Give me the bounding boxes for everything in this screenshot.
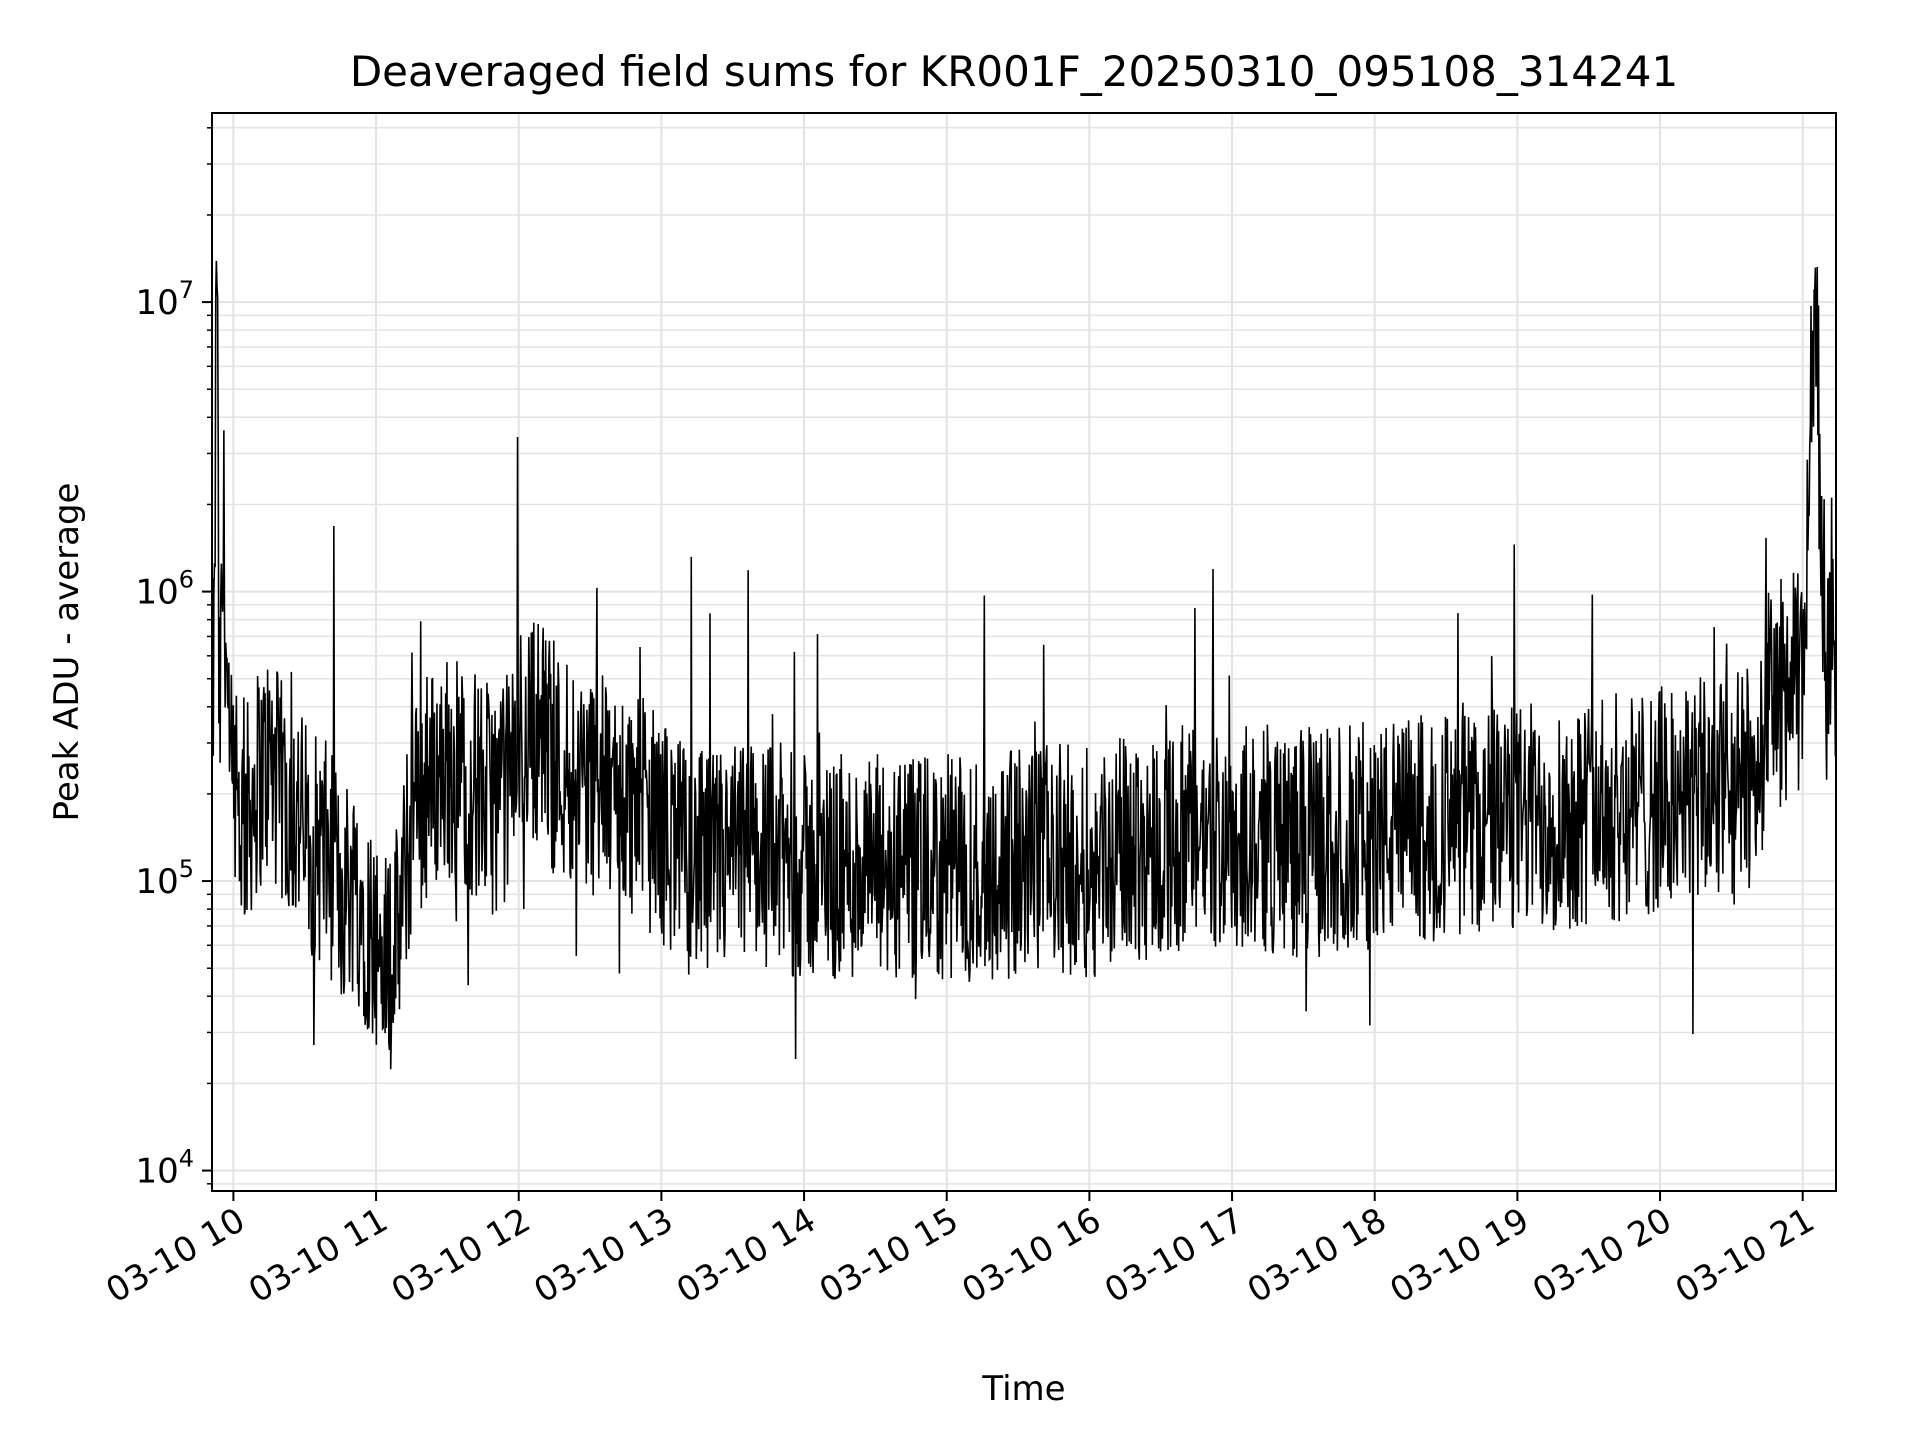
y-tick-label: 105 — [135, 855, 194, 902]
y-axis-label: Peak ADU - average — [47, 483, 87, 822]
y-ticks: 104 105 106 107 — [135, 127, 212, 1192]
x-axis-label: Time — [981, 1369, 1065, 1409]
y-tick-label: 106 — [135, 566, 194, 613]
plot-frame — [211, 112, 1837, 1192]
y-tick-label: 107 — [135, 276, 194, 323]
y-tick-label: 104 — [135, 1145, 194, 1192]
series-group — [211, 260, 1837, 1070]
series-line — [211, 260, 1837, 1070]
chart-title: Deaveraged field sums for KR001F_2025031… — [350, 47, 1678, 96]
